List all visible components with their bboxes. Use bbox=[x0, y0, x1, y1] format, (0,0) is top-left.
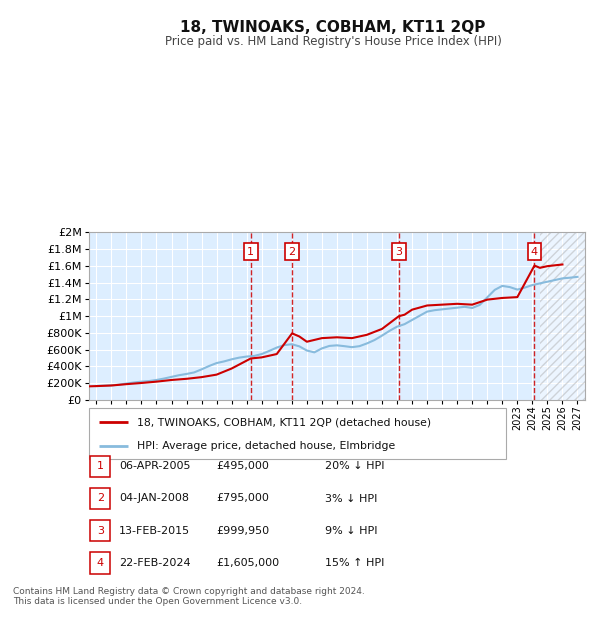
Text: £495,000: £495,000 bbox=[217, 461, 269, 471]
Text: 15% ↑ HPI: 15% ↑ HPI bbox=[325, 558, 384, 568]
Text: 3: 3 bbox=[395, 247, 403, 257]
Text: £999,950: £999,950 bbox=[217, 526, 270, 536]
Text: 3: 3 bbox=[97, 526, 104, 536]
Text: 2: 2 bbox=[289, 247, 296, 257]
Text: 1: 1 bbox=[97, 461, 104, 471]
Text: £1,605,000: £1,605,000 bbox=[217, 558, 280, 568]
Text: 1: 1 bbox=[247, 247, 254, 257]
Text: Contains HM Land Registry data © Crown copyright and database right 2024.
This d: Contains HM Land Registry data © Crown c… bbox=[13, 587, 365, 606]
Text: Price paid vs. HM Land Registry's House Price Index (HPI): Price paid vs. HM Land Registry's House … bbox=[164, 35, 502, 48]
Text: 4: 4 bbox=[531, 247, 538, 257]
Text: 18, TWINOAKS, COBHAM, KT11 2QP: 18, TWINOAKS, COBHAM, KT11 2QP bbox=[181, 20, 485, 35]
Text: 3% ↓ HPI: 3% ↓ HPI bbox=[325, 494, 377, 503]
Text: 22-FEB-2024: 22-FEB-2024 bbox=[119, 558, 190, 568]
Text: 06-APR-2005: 06-APR-2005 bbox=[119, 461, 190, 471]
Text: 4: 4 bbox=[97, 558, 104, 568]
Text: 18, TWINOAKS, COBHAM, KT11 2QP (detached house): 18, TWINOAKS, COBHAM, KT11 2QP (detached… bbox=[137, 417, 431, 427]
Text: 9% ↓ HPI: 9% ↓ HPI bbox=[325, 526, 377, 536]
Text: 04-JAN-2008: 04-JAN-2008 bbox=[119, 494, 189, 503]
Text: 13-FEB-2015: 13-FEB-2015 bbox=[119, 526, 190, 536]
Text: £795,000: £795,000 bbox=[217, 494, 269, 503]
Bar bbox=[540, 232, 585, 400]
Text: HPI: Average price, detached house, Elmbridge: HPI: Average price, detached house, Elmb… bbox=[137, 441, 395, 451]
Text: 20% ↓ HPI: 20% ↓ HPI bbox=[325, 461, 384, 471]
Text: 2: 2 bbox=[97, 494, 104, 503]
